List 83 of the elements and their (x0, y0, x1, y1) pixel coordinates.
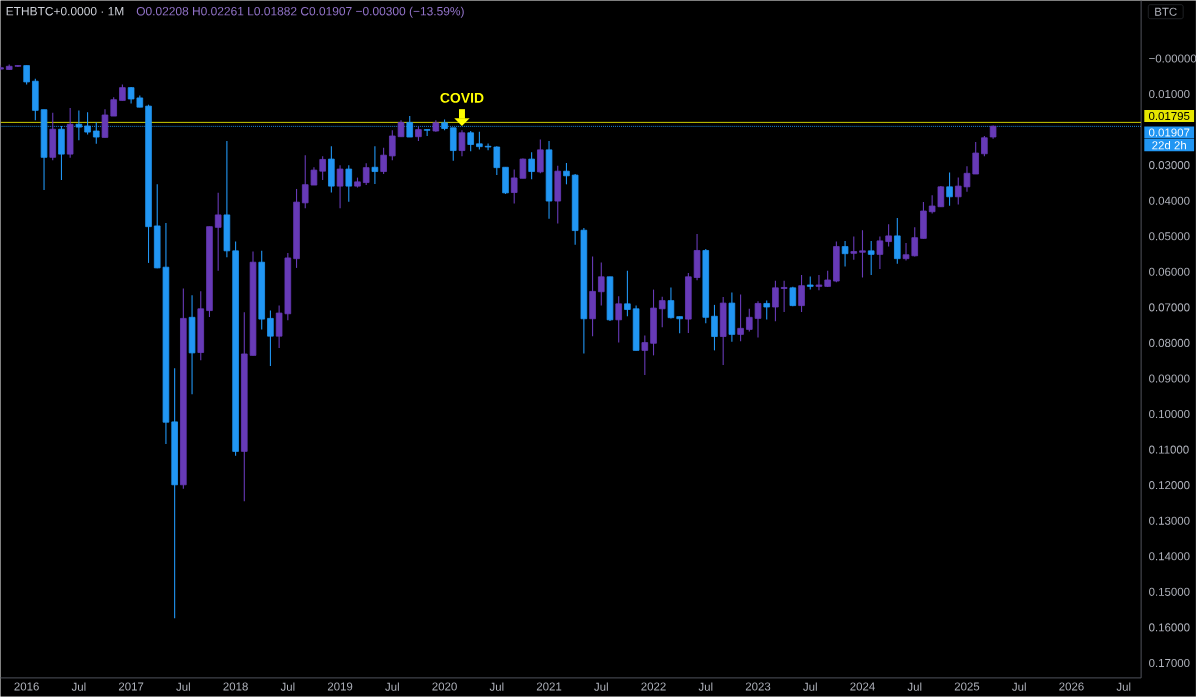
x-tick-label: 2020 (432, 682, 457, 691)
ref-line-label: 0.01907 (1148, 128, 1190, 137)
candlestick (528, 151, 535, 180)
candlestick (972, 141, 979, 175)
y-tick-label: 0.12000 (1149, 481, 1190, 490)
y-tick-label: 0.06000 (1149, 267, 1190, 276)
candlestick (737, 294, 744, 342)
y-tick-label: 0.09000 (1149, 374, 1190, 383)
candlestick (458, 129, 466, 157)
candlestick (380, 147, 387, 175)
x-tick-label: 2016 (14, 682, 39, 691)
x-tick-label: 2021 (536, 682, 562, 691)
x-tick-label: 2024 (850, 682, 875, 691)
x-tick-label: Jul (803, 682, 817, 691)
y-tick-label: 0.15000 (1149, 587, 1190, 596)
candlestick (841, 240, 849, 268)
y-tick-label: 0.11000 (1149, 445, 1189, 454)
candlestick (641, 335, 649, 376)
x-tick-label: Jul (907, 682, 922, 691)
y-tick-label: 0.13000 (1149, 516, 1190, 525)
candlestick (423, 129, 431, 137)
candlestick (946, 172, 953, 207)
annotation: COVID (440, 93, 484, 103)
y-tick-label: 0.17000 (1149, 659, 1190, 668)
candlestick (624, 270, 631, 317)
y-axis-title: BTC (1155, 7, 1177, 16)
y-tick-label: 0.08000 (1149, 338, 1190, 348)
y-tick-label: 0.04000 (1149, 196, 1190, 205)
x-tick-label: Jul (1012, 682, 1026, 691)
y-tick-label: 0.14000 (1149, 552, 1190, 561)
y-tick-label: 0.03000 (1149, 161, 1190, 170)
x-tick-label: Jul (385, 682, 399, 691)
candlestick (467, 130, 474, 152)
candlestick (763, 300, 770, 321)
candlestick (371, 145, 379, 185)
chart-title: ETHBTC+0.0000 · 1M (6, 7, 124, 16)
x-tick-label: 2018 (223, 682, 248, 691)
x-tick-label: Jul (489, 682, 504, 691)
chart-subtitle: O0.02208 H0.02261 L0.01882 C0.01907 −0.00300 (−13.59%) (136, 6, 464, 18)
candlestick (336, 164, 344, 209)
candlestick (667, 287, 675, 320)
x-tick-label: Jul (280, 682, 295, 691)
x-tick-label: 2022 (641, 682, 666, 691)
candlestick (711, 304, 718, 352)
candlestick (214, 192, 222, 272)
x-tick-label: Jul (594, 682, 608, 691)
y-tick-label: 0.16000 (1149, 623, 1190, 632)
x-tick-label: 2026 (1059, 682, 1084, 691)
x-tick-label: 2019 (327, 682, 353, 691)
y-tick-label: 0.01000 (1149, 90, 1190, 99)
x-tick-label: 2017 (118, 682, 144, 691)
candlestick (981, 135, 988, 157)
y-tick-label: 0.05000 (1149, 232, 1190, 241)
x-tick-label: Jul (176, 682, 190, 691)
candlestick (23, 65, 30, 86)
candlestick (563, 162, 570, 185)
candlestick (850, 236, 858, 261)
candlestick (362, 162, 370, 186)
text: 22d 2h (1152, 141, 1186, 150)
candlestick (876, 236, 884, 270)
x-tick-label: Jul (698, 682, 713, 691)
candlestick (798, 274, 805, 313)
candlestick (345, 164, 353, 203)
candlestick (267, 310, 274, 367)
candlestick (537, 139, 544, 174)
candlestick (885, 223, 892, 248)
x-tick-label: Jul (71, 682, 86, 691)
y-tick-label: 0.07000 (1149, 303, 1190, 312)
candlestick (319, 155, 326, 181)
y-tick-label: 0.10000 (1149, 410, 1190, 419)
x-tick-label: Jul (1116, 682, 1131, 691)
candlestick (859, 229, 866, 279)
candlestick (615, 295, 622, 344)
candlestick (780, 280, 788, 313)
x-tick-label: 2025 (954, 682, 980, 691)
ref-line-label: 0.01795 (1148, 112, 1190, 121)
candlestick (772, 280, 779, 322)
candlestick (658, 296, 666, 328)
candlestick (867, 240, 875, 276)
x-tick-label: 2023 (745, 682, 771, 691)
candlestick (894, 217, 901, 265)
candlestick (815, 274, 823, 291)
candlestick (598, 262, 605, 307)
